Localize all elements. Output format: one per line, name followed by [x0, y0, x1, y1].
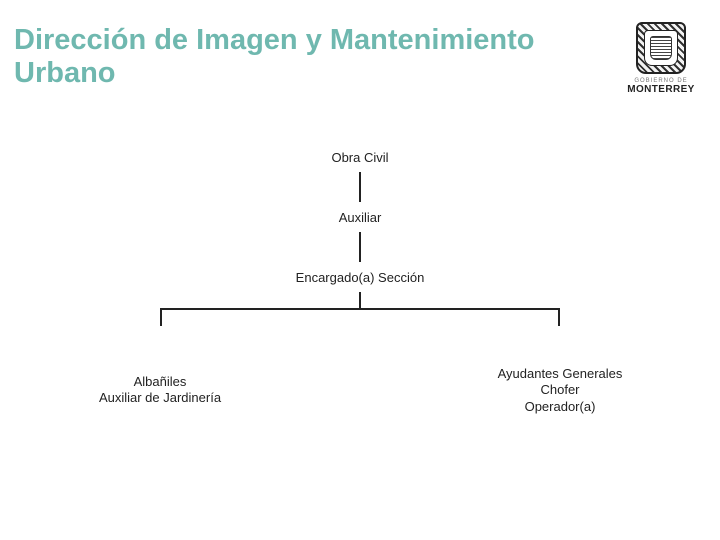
node-encargado: Encargado(a) Sección	[296, 270, 425, 286]
page: Dirección de Imagen y Mantenimiento Urba…	[0, 0, 720, 540]
connector	[160, 308, 560, 310]
shield-icon	[636, 22, 686, 74]
connector	[160, 308, 162, 326]
connector	[558, 308, 560, 326]
connector	[359, 292, 361, 308]
node-line: Operador(a)	[450, 399, 670, 415]
node-line: Auxiliar de Jardinería	[60, 390, 260, 406]
node-line: Ayudantes Generales	[450, 366, 670, 382]
node-auxiliar: Auxiliar	[339, 210, 382, 226]
node-line: Albañiles	[60, 374, 260, 390]
node-line: Chofer	[450, 382, 670, 398]
logo-main-text: MONTERREY	[626, 84, 696, 95]
org-logo: GOBIERNO DE MONTERREY	[626, 22, 696, 95]
connector	[359, 172, 361, 202]
connector	[359, 232, 361, 262]
page-title: Dirección de Imagen y Mantenimiento Urba…	[14, 24, 574, 91]
node-obra-civil: Obra Civil	[331, 150, 388, 166]
node-right-group: Ayudantes Generales Chofer Operador(a)	[450, 366, 670, 415]
node-left-group: Albañiles Auxiliar de Jardinería	[60, 374, 260, 407]
